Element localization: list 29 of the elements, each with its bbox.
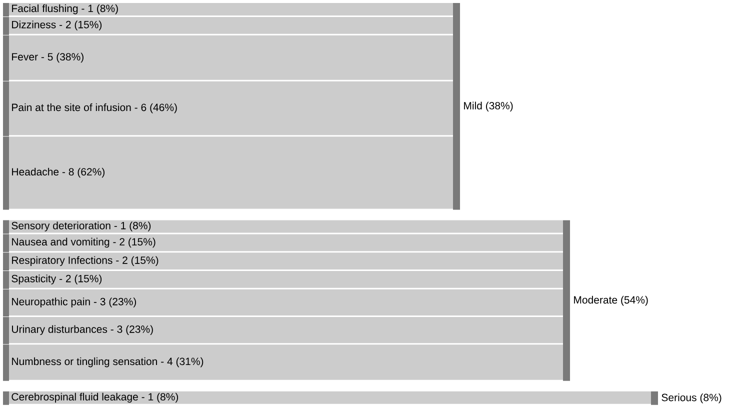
data-label: 3 (23%) [117, 325, 153, 335]
data-label: 1 (8%) [88, 4, 118, 14]
data-label: 3 (23%) [100, 298, 136, 308]
category-label: Fever - [12, 53, 44, 61]
category-label: Dizziness - [12, 20, 62, 28]
category-label: Urinary disturbances - [12, 325, 114, 335]
data-label: 2 (15%) [66, 274, 102, 284]
category-label: Sensory deterioration - [12, 222, 117, 232]
series-label: Mild (38%) [464, 102, 513, 112]
data-label: 2 (15%) [122, 256, 158, 266]
category-label: Nausea and vomiting - [12, 238, 116, 248]
data-label: 2 (15%) [120, 238, 156, 248]
data-label: 4 (31%) [167, 357, 204, 368]
series-label: Serious (8%) [662, 394, 722, 404]
data-label: 1 (8%) [148, 392, 178, 403]
data-label: 8 (62%) [68, 168, 104, 178]
category-label: Headache - [12, 168, 65, 176]
category-label: Spasticity - [12, 274, 62, 284]
data-label: 6 (46%) [141, 103, 177, 114]
category-label: Neuropathic pain - [12, 298, 97, 308]
category-label: Pain at the site of infusion - [12, 103, 138, 112]
data-label: 1 (8%) [121, 222, 151, 232]
category-label: Respiratory Infections - [12, 256, 119, 266]
data-label: 5 (38%) [48, 52, 84, 63]
category-label: Facial flushing - [12, 4, 84, 14]
series-label: Moderate (54%) [574, 296, 648, 306]
data-label: 2 (15%) [66, 20, 102, 30]
category-label: Cerebrospinal fluid leakage - [12, 392, 144, 403]
category-label: Numbness or tingling sensation - [12, 357, 164, 368]
